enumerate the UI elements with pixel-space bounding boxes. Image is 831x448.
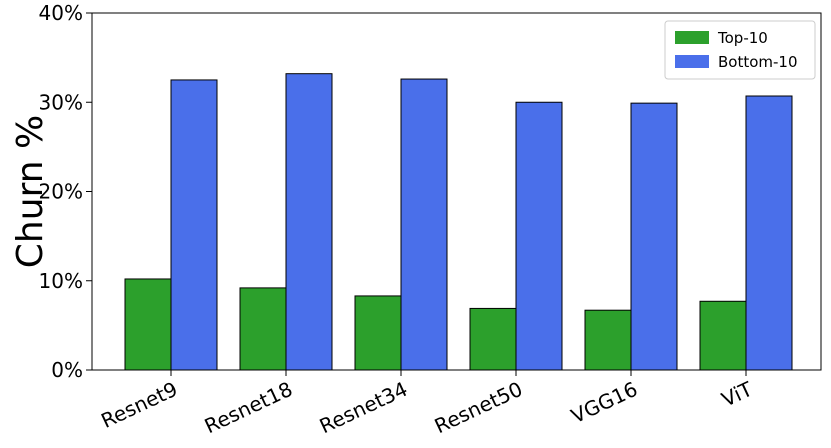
legend: Top-10 Bottom-10 (664, 20, 816, 80)
y-tick-label: 10% (39, 269, 83, 293)
x-tick-label: Resnet34 (316, 377, 411, 438)
bars-layer (124, 73, 793, 371)
bar-top-10-vgg16 (584, 309, 632, 371)
legend-swatch (675, 55, 709, 68)
bar-bottom-10-resnet34 (400, 78, 448, 371)
y-axis: 0% 10% 20% 30% 40% (39, 1, 92, 382)
x-tick-label: Resnet50 (431, 377, 526, 438)
y-tick-label: 40% (39, 1, 83, 25)
x-tick-label: Resnet18 (201, 377, 296, 438)
bar-bottom-10-vit (745, 95, 793, 371)
x-axis: Resnet9 Resnet18 Resnet34 Resnet50 VGG16 ViT (97, 370, 757, 438)
y-axis-label: Churn % (10, 115, 51, 268)
x-tick-label: ViT (718, 376, 757, 411)
legend-label: Bottom-10 (718, 53, 798, 71)
bar-top-10-vit (699, 300, 747, 371)
legend-swatch (675, 31, 709, 44)
bar-bottom-10-resnet9 (170, 79, 218, 371)
x-tick-label: Resnet9 (97, 377, 181, 433)
bar-top-10-resnet18 (239, 287, 287, 371)
bar-top-10-resnet50 (469, 307, 517, 371)
legend-label: Top-10 (717, 29, 768, 47)
bar-top-10-resnet9 (124, 278, 172, 371)
bar-bottom-10-resnet50 (515, 101, 563, 371)
y-tick-label: 30% (39, 90, 83, 114)
y-tick-label: 20% (39, 180, 83, 204)
bar-bottom-10-vgg16 (630, 102, 678, 371)
y-tick-label: 0% (51, 358, 83, 382)
bar-bottom-10-resnet18 (285, 73, 333, 371)
bar-top-10-resnet34 (354, 295, 402, 371)
x-tick-label: VGG16 (567, 377, 641, 428)
